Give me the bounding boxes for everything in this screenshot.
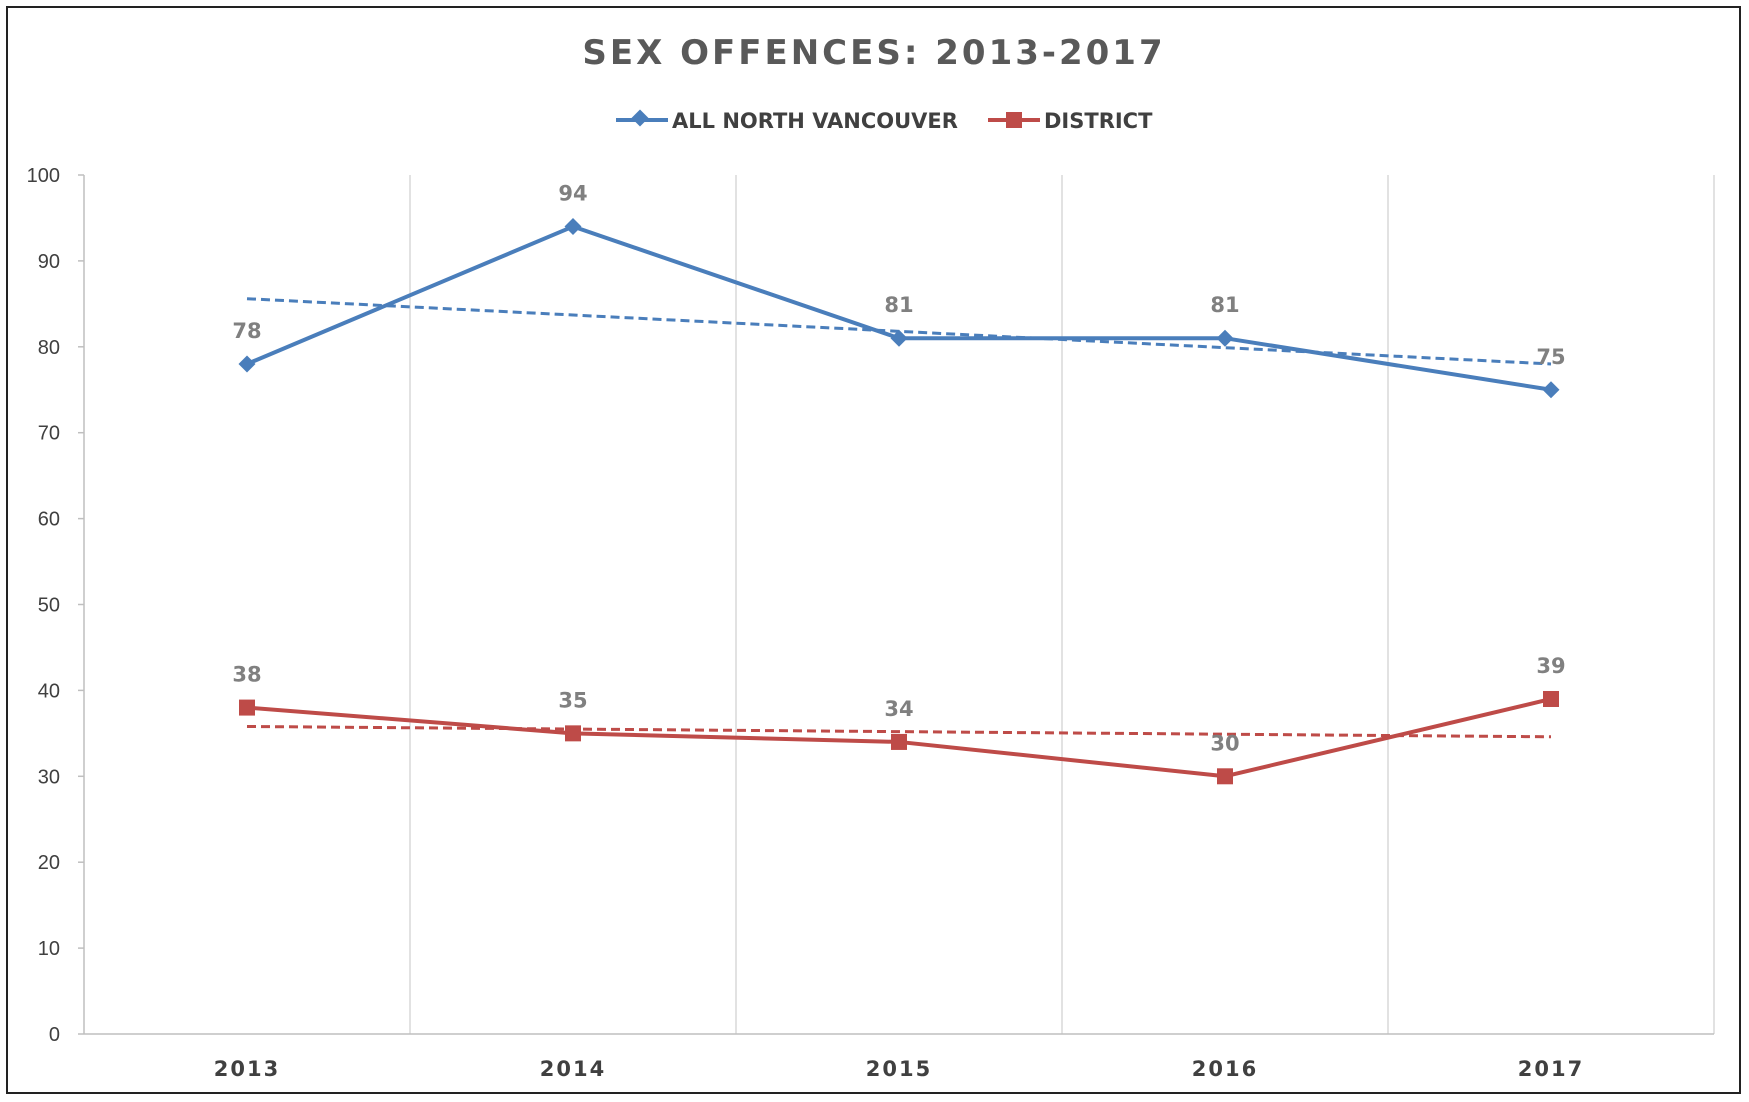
legend: ALL NORTH VANCOUVER DISTRICT	[616, 109, 1153, 133]
y-tick-label: 90	[38, 251, 60, 273]
x-tick-label: 2014	[540, 1057, 606, 1081]
y-tick-label: 40	[38, 680, 60, 702]
data-point-all-north-vancouver	[1542, 381, 1560, 399]
data-label-district: 39	[1536, 654, 1565, 678]
legend-item-all-north-vancouver: ALL NORTH VANCOUVER	[616, 109, 958, 133]
x-tick-label: 2013	[214, 1057, 280, 1081]
data-point-district	[1217, 768, 1233, 785]
y-tick-label: 70	[38, 423, 60, 445]
data-label-district: 38	[232, 663, 261, 687]
data-point-all-north-vancouver	[1216, 329, 1234, 347]
y-tick-label: 10	[38, 938, 60, 960]
x-tick-label: 2015	[866, 1057, 932, 1081]
chart-title: SEX OFFENCES: 2013-2017	[582, 33, 1165, 73]
y-tick-label: 50	[38, 595, 60, 617]
y-tick-label: 80	[38, 337, 60, 359]
trendline-district	[246, 724, 1552, 739]
data-point-district	[891, 733, 907, 750]
y-tick-label: 0	[49, 1024, 60, 1046]
data-label-all-north-vancouver: 78	[232, 319, 261, 343]
data-label-all-north-vancouver: 81	[1210, 293, 1239, 317]
legend-item-district: DISTRICT	[988, 109, 1153, 133]
legend-label-district: DISTRICT	[1044, 109, 1153, 133]
data-point-all-north-vancouver	[238, 355, 256, 373]
x-tick-label: 2016	[1192, 1057, 1258, 1081]
series	[238, 218, 1560, 785]
legend-marker-diamond	[631, 109, 649, 127]
data-point-district	[565, 725, 581, 742]
x-tick-label: 2017	[1518, 1057, 1584, 1081]
y-tick-label: 60	[38, 509, 60, 531]
data-label-district: 30	[1210, 731, 1239, 755]
data-point-district	[1543, 690, 1559, 707]
data-label-district: 35	[558, 688, 587, 712]
trendlines	[246, 297, 1552, 739]
data-label-all-north-vancouver: 81	[884, 293, 913, 317]
data-labels: 78 94 81 81 75 38 35 34 30 39	[232, 182, 1565, 756]
chart-frame	[6, 6, 1741, 1094]
data-point-all-north-vancouver	[890, 329, 908, 347]
y-tick-label: 30	[38, 766, 60, 788]
axes: 0 10 20 30 40 50 60 70 80 90 100 2013 2014 2015 2016 20…	[27, 165, 1714, 1081]
y-tick-label: 20	[38, 852, 60, 874]
y-tick-label: 100	[27, 165, 60, 187]
data-label-district: 34	[884, 697, 913, 721]
legend-marker-square	[1006, 112, 1022, 128]
gridlines	[409, 175, 1715, 1034]
data-point-district	[239, 699, 255, 716]
data-label-all-north-vancouver: 94	[558, 182, 587, 206]
data-point-all-north-vancouver	[564, 218, 582, 236]
data-label-all-north-vancouver: 75	[1536, 345, 1565, 369]
legend-label-all-north-vancouver: ALL NORTH VANCOUVER	[672, 109, 958, 133]
